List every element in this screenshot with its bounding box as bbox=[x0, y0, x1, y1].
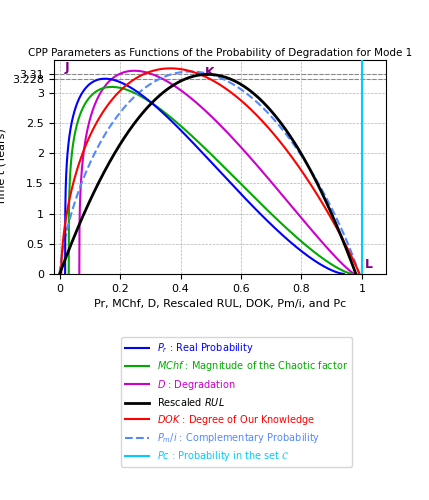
Text: J: J bbox=[65, 61, 69, 74]
Y-axis label: Time t (Years): Time t (Years) bbox=[0, 128, 6, 206]
Text: K: K bbox=[205, 66, 214, 79]
X-axis label: Pr, MChf, D, Rescaled RUL, DOK, Pm/i, and Pc: Pr, MChf, D, Rescaled RUL, DOK, Pm/i, an… bbox=[94, 299, 346, 309]
Legend: $P_r$ : Real Probability, $MChf$ : Magnitude of the Chaotic factor, $D$ : Degrad: $P_r$ : Real Probability, $MChf$ : Magni… bbox=[121, 337, 352, 467]
Title: CPP Parameters as Functions of the Probability of Degradation for Mode 1: CPP Parameters as Functions of the Proba… bbox=[28, 48, 412, 58]
Text: L: L bbox=[365, 258, 373, 272]
